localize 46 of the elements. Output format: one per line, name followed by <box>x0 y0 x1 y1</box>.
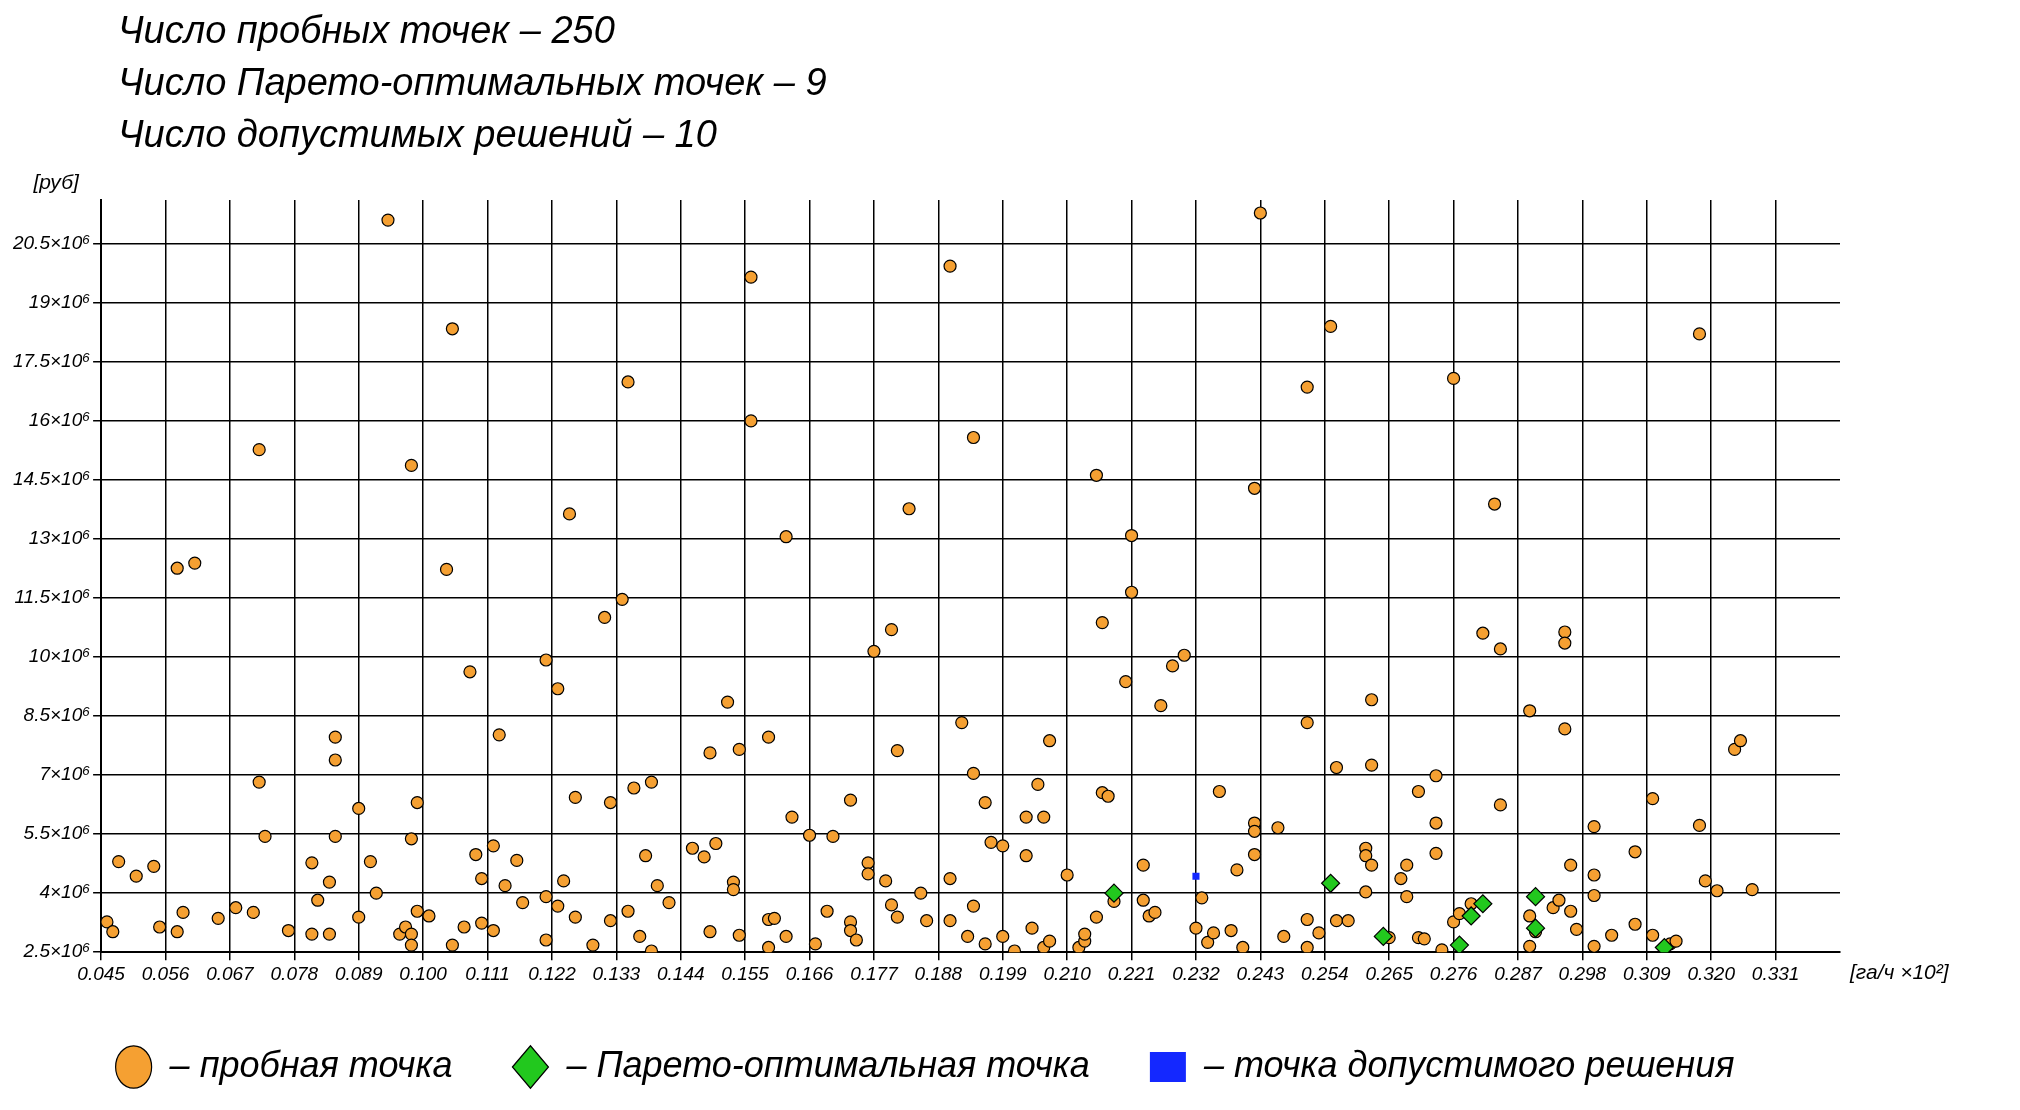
x-tick-label: 0.100 <box>399 962 448 984</box>
x-tick-label: 0.067 <box>206 962 256 984</box>
y-tick-label: 20.5×10⁶ <box>11 231 91 253</box>
x-tick-label: 0.276 <box>1429 962 1478 984</box>
x-tick-label: 0.177 <box>850 962 900 984</box>
x-tick-label: 0.298 <box>1558 962 1607 984</box>
legend-label: – точка допустимого решения <box>1202 1044 1735 1086</box>
x-tick-label: 0.166 <box>785 962 834 984</box>
x-tick-label: 0.320 <box>1687 962 1736 984</box>
y-tick-label: 5.5×10⁶ <box>23 822 91 844</box>
y-tick-label: 2.5×10⁶ <box>22 940 91 962</box>
legend-label: – Парето-оптимальная точка <box>565 1044 1090 1086</box>
y-tick-label: 4×10⁶ <box>39 881 91 903</box>
y-tick-label: 16×10⁶ <box>28 408 91 430</box>
x-tick-label: 0.056 <box>141 962 190 984</box>
x-tick-label: 0.045 <box>77 962 126 984</box>
x-tick-label: 0.199 <box>978 962 1027 984</box>
x-tick-label: 0.287 <box>1494 962 1544 984</box>
legend-label: – пробная точка <box>168 1044 453 1086</box>
y-tick-label: 14.5×10⁶ <box>12 467 91 489</box>
x-tick-label: 0.188 <box>914 962 963 984</box>
y-axis-title: [руб] <box>32 170 80 194</box>
x-tick-label: 0.122 <box>528 962 577 984</box>
x-tick-label: 0.254 <box>1301 962 1349 984</box>
y-tick-label: 13×10⁶ <box>28 526 91 548</box>
x-tick-label: 0.331 <box>1751 962 1800 984</box>
x-axis-title: [га/ч ×10²] <box>1849 959 1950 983</box>
y-tick-label: 7×10⁶ <box>39 763 91 785</box>
y-tick-label: 17.5×10⁶ <box>12 349 91 371</box>
y-tick-label: 11.5×10⁶ <box>14 586 91 608</box>
x-tick-label: 0.221 <box>1107 962 1156 984</box>
y-tick-label: 10×10⁶ <box>28 645 91 667</box>
x-tick-label: 0.309 <box>1623 962 1671 984</box>
x-tick-label: 0.210 <box>1043 962 1092 984</box>
x-tick-label: 0.111 <box>465 962 510 984</box>
x-tick-label: 0.133 <box>592 962 641 984</box>
x-tick-label: 0.243 <box>1236 962 1285 984</box>
y-tick-label: 8.5×10⁶ <box>23 704 91 726</box>
x-tick-label: 0.232 <box>1172 962 1221 984</box>
x-tick-label: 0.144 <box>656 962 705 984</box>
x-tick-label: 0.089 <box>334 962 383 984</box>
x-tick-label: 0.155 <box>721 962 770 984</box>
y-tick-label: 19×10⁶ <box>28 290 91 312</box>
chart-title: Число пробных точек – 250 Число Парето-оптимальных точек – 9 Число допустимых решений – 10 <box>118 8 827 157</box>
x-tick-label: 0.265 <box>1365 962 1414 984</box>
x-tick-label: 0.078 <box>270 962 319 984</box>
